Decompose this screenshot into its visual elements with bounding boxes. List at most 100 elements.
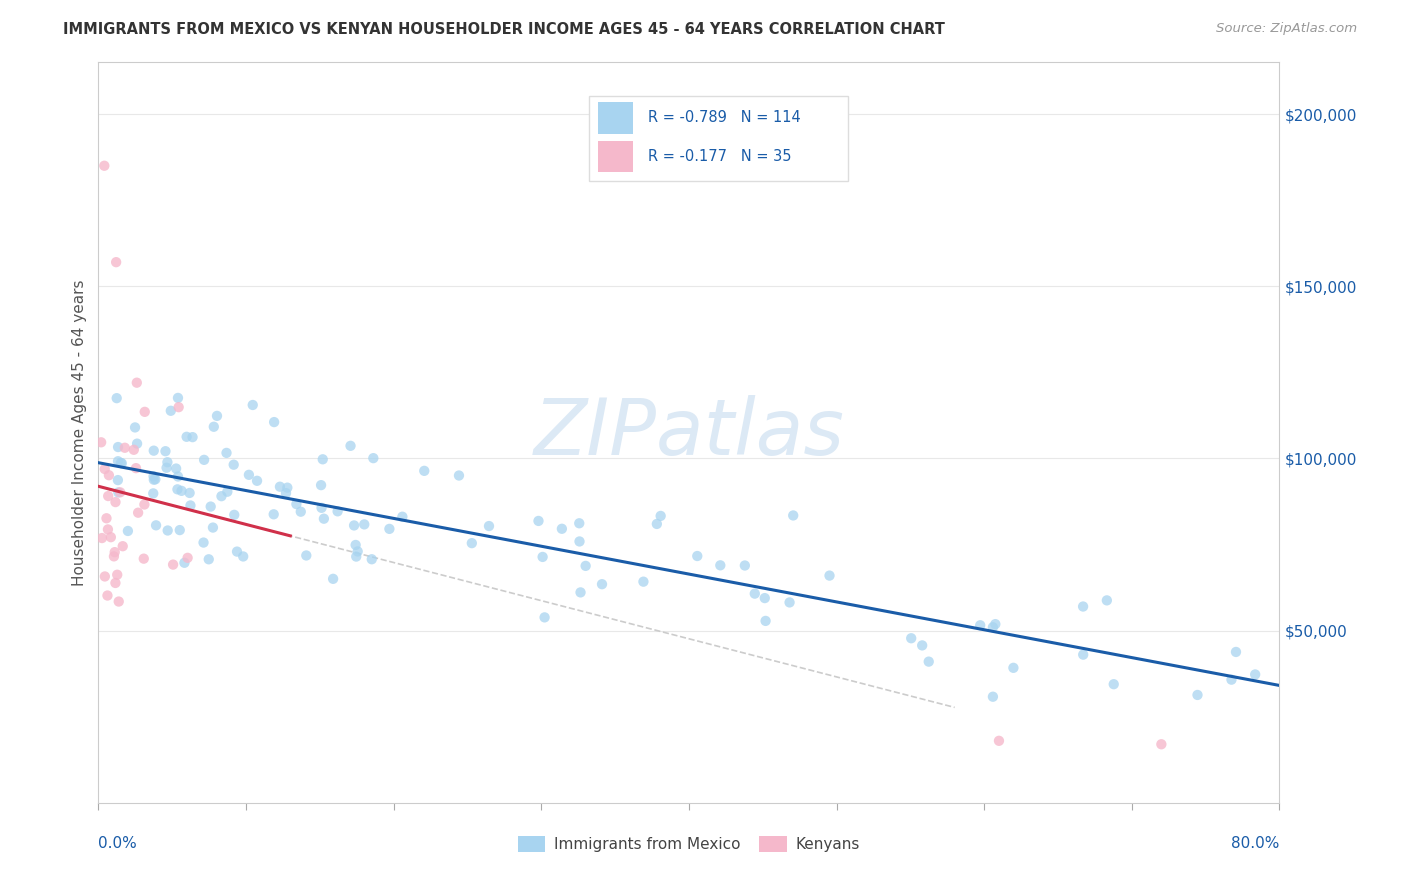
Point [276,481,298,495]
Point [1071,648,1094,662]
Text: R = -0.789   N = 114: R = -0.789 N = 114 [648,111,800,126]
Point [156,524,179,538]
Point [1244,667,1267,681]
Point [108,485,131,500]
Point [201,520,224,534]
Point [179,486,201,500]
Point [478,519,501,533]
Point [569,585,592,599]
Point [176,550,198,565]
Point [1095,593,1118,607]
Point [1150,737,1173,751]
Point [100,530,122,544]
Point [142,443,165,458]
Point [650,508,672,523]
Point [111,539,134,553]
Point [107,473,129,487]
Point [169,523,191,537]
Point [167,391,190,405]
Point [353,517,375,532]
Point [290,505,312,519]
Point [170,483,193,498]
Point [461,536,484,550]
Point [981,690,1004,704]
Point [900,632,922,646]
Point [122,442,145,457]
Point [176,430,198,444]
Point [755,614,778,628]
Point [568,516,591,531]
Point [197,552,219,566]
Point [274,486,297,500]
Point [911,639,934,653]
Point [143,472,166,486]
Point [988,734,1011,748]
Point [134,405,156,419]
Point [527,514,550,528]
Point [263,415,285,429]
Point [1102,677,1125,691]
Point [226,544,249,558]
Point [238,467,260,482]
Point [645,516,668,531]
Point [360,552,382,566]
Text: R = -0.177   N = 35: R = -0.177 N = 35 [648,149,792,164]
Point [246,474,269,488]
Point [744,587,766,601]
Point [818,568,841,582]
Point [322,572,344,586]
Point [346,544,368,558]
Point [200,500,222,514]
Point [145,518,167,533]
Point [104,576,127,591]
Text: 80.0%: 80.0% [1232,836,1279,851]
Point [96,511,118,525]
Point [311,500,333,515]
Point [155,444,177,458]
Point [193,535,215,549]
Point [232,549,254,564]
FancyBboxPatch shape [598,103,634,134]
Point [107,440,129,454]
Point [111,456,134,470]
Point [97,468,120,483]
Legend: Immigrants from Mexico, Kenyans: Immigrants from Mexico, Kenyans [512,830,866,858]
Point [125,436,148,450]
Point [96,589,118,603]
Point [167,400,190,414]
Point [90,435,112,450]
Point [984,617,1007,632]
Text: Source: ZipAtlas.com: Source: ZipAtlas.com [1216,22,1357,36]
Point [918,655,941,669]
Point [1225,645,1247,659]
Point [156,455,179,469]
Point [162,558,184,572]
Text: ZIPatlas: ZIPatlas [533,394,845,471]
Point [339,439,361,453]
Point [159,404,181,418]
Point [202,419,225,434]
Point [211,489,233,503]
Point [103,549,125,564]
Point [155,460,177,475]
Point [391,509,413,524]
Point [217,484,239,499]
Point [686,549,709,563]
Point [591,577,613,591]
Point [107,454,129,468]
Point [531,549,554,564]
Point [179,499,201,513]
Point [166,483,188,497]
Point [568,534,591,549]
Point [117,524,139,538]
Point [551,522,574,536]
Text: 0.0%: 0.0% [98,836,138,851]
Point [104,545,127,559]
Point [447,468,470,483]
Point [1071,599,1094,614]
Point [224,508,246,522]
Point [134,498,156,512]
Point [193,453,215,467]
Point [181,430,204,444]
Point [104,495,127,509]
